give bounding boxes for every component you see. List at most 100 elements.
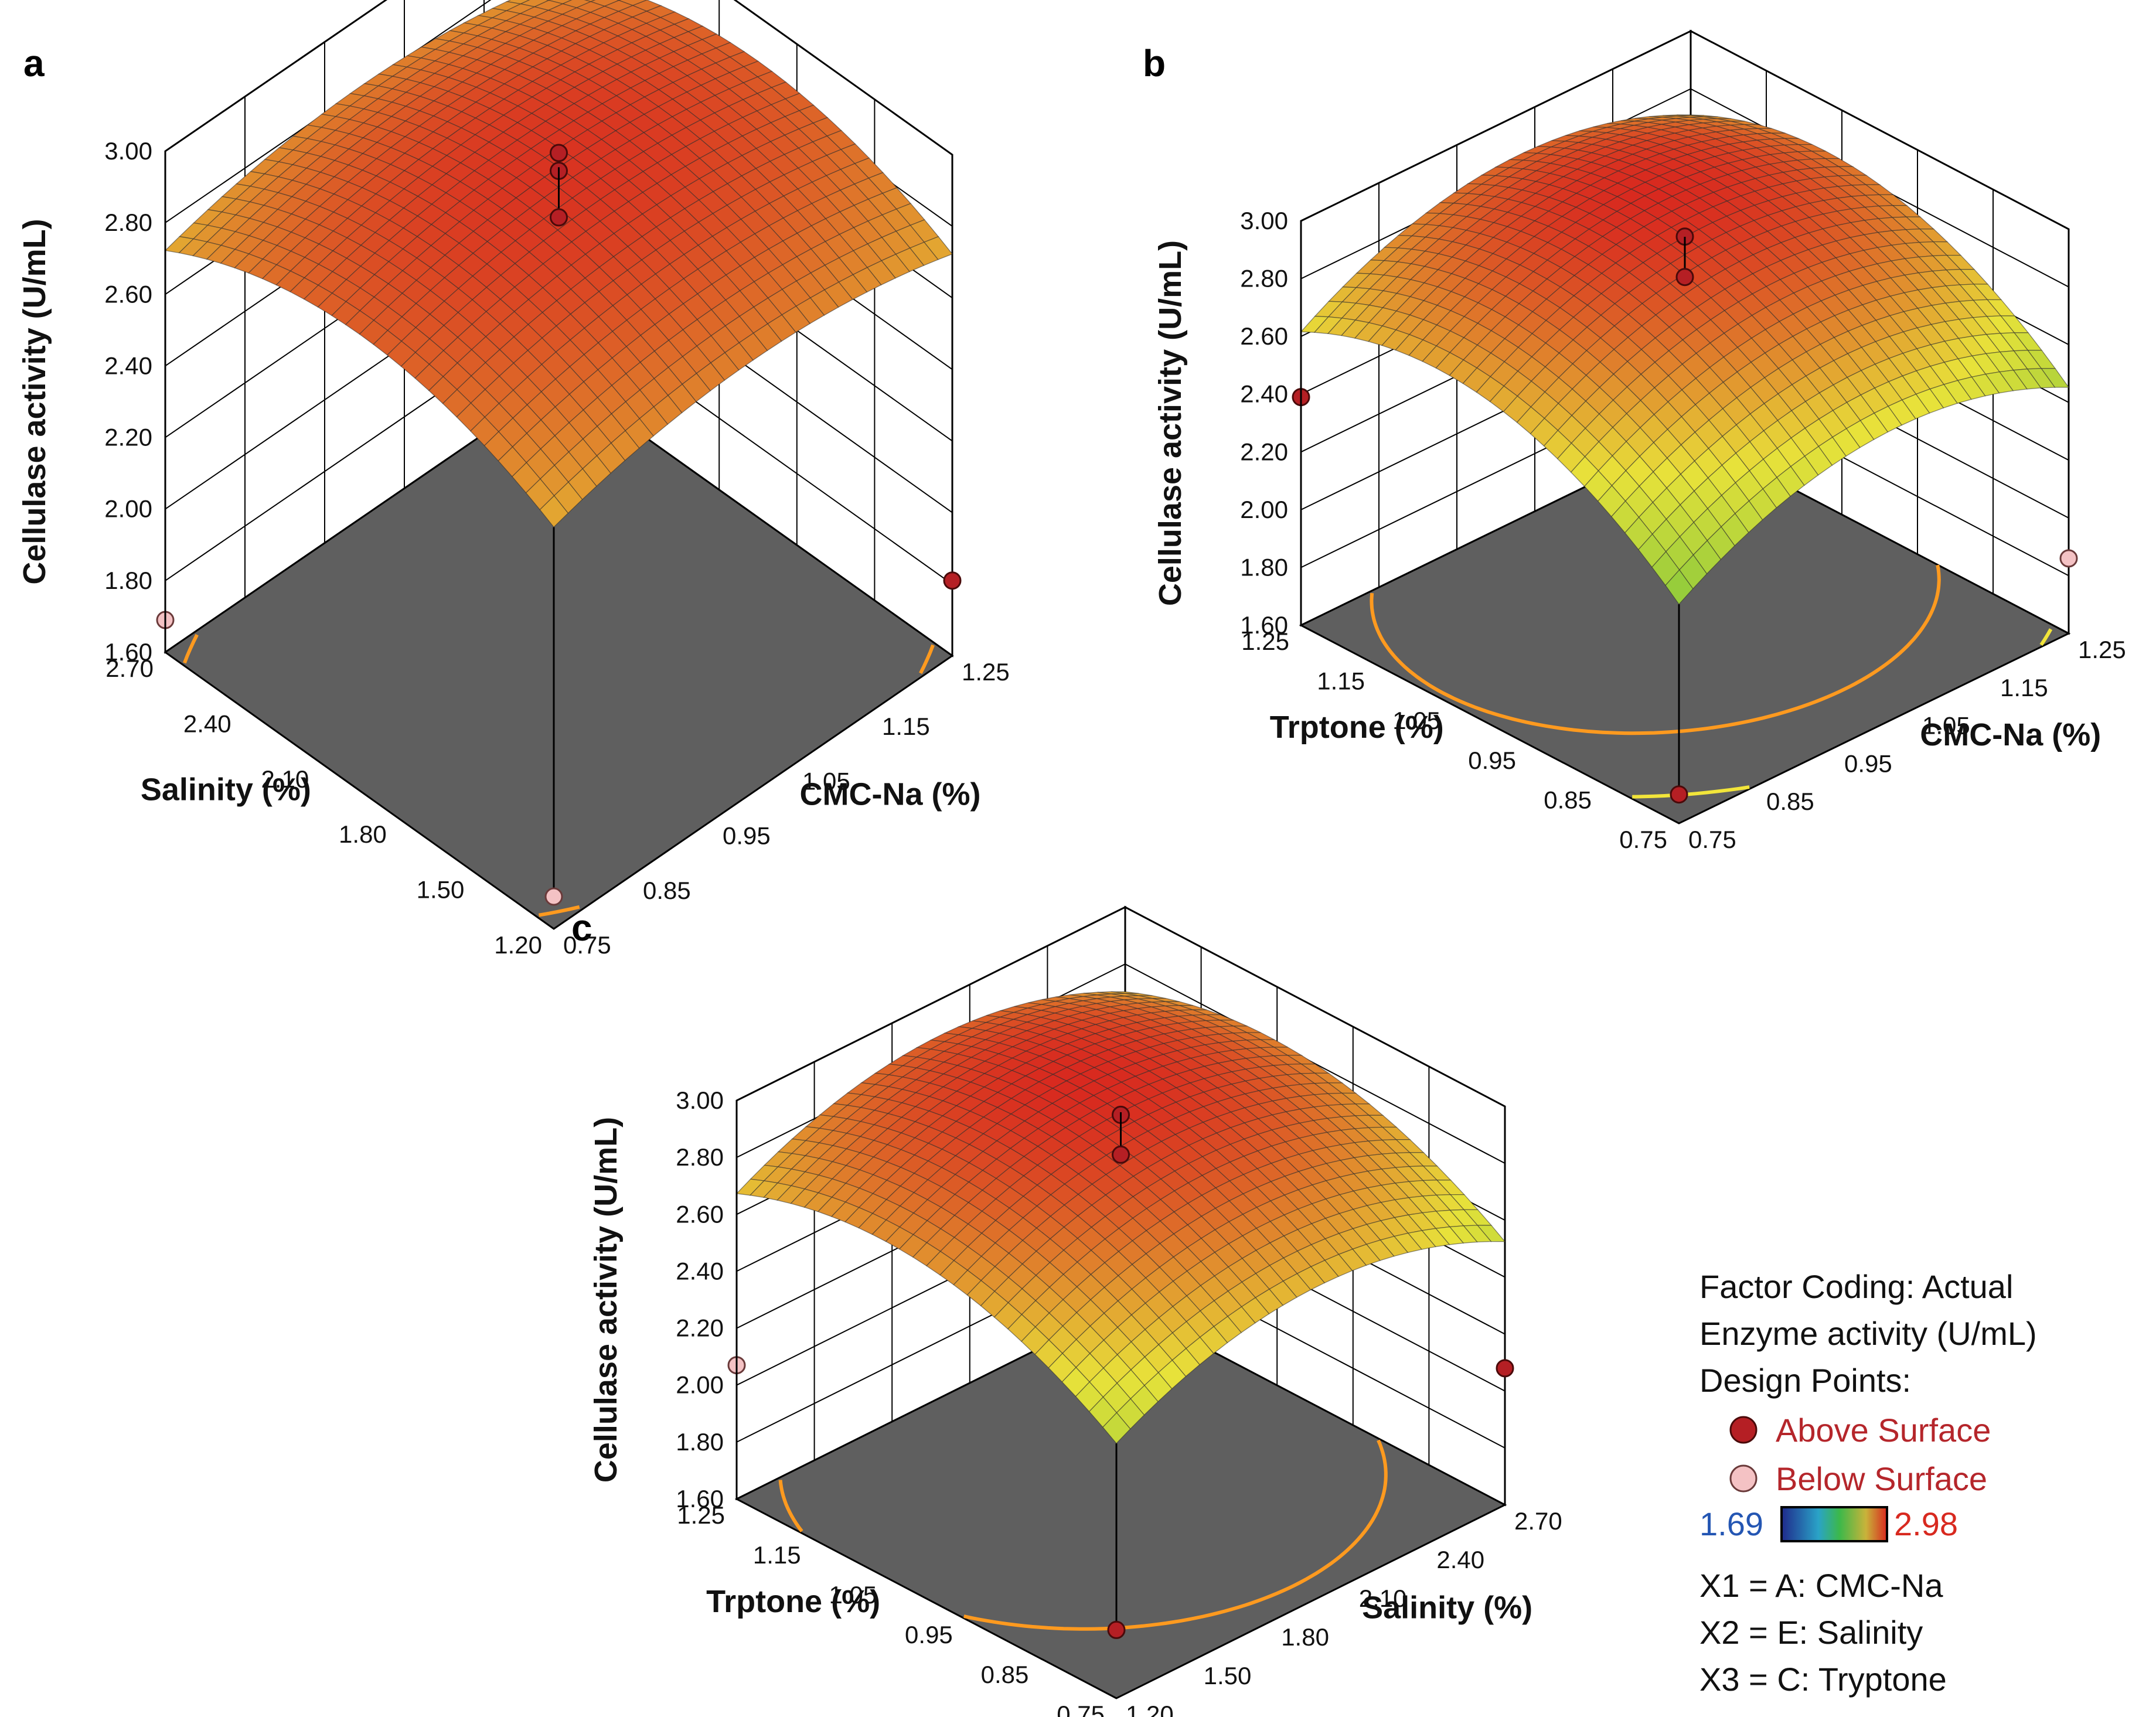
design-point-above (1107, 1620, 1126, 1639)
z-tick-label: 1.60 (104, 638, 152, 666)
y-tick-label: 2.40 (1436, 1546, 1484, 1573)
design-point-above (1675, 268, 1694, 287)
x-tick-label: 1.05 (829, 1581, 877, 1609)
panel-letter-b: b (1143, 42, 1166, 84)
y-tick-label: 1.20 (1126, 1701, 1174, 1717)
response-surface (735, 991, 1506, 1445)
z-tick-label: 2.60 (1240, 322, 1288, 350)
contour-line (538, 905, 580, 917)
z-tick-label: 2.20 (1240, 438, 1288, 465)
x-tick-label: 0.75 (1619, 826, 1667, 853)
x-tick-label: 0.85 (981, 1661, 1029, 1688)
legend-x3: X3 = C: Tryptone (1699, 1661, 1947, 1698)
y-tick-label: 0.75 (1688, 826, 1736, 853)
legend-design-points: Design Points: (1699, 1362, 1911, 1399)
z-tick-label: 2.60 (104, 280, 152, 308)
x-tick-label: 1.15 (753, 1541, 801, 1569)
response-surface (1300, 114, 2070, 605)
legend-x2: X2 = E: Salinity (1699, 1614, 1923, 1651)
z-axis-title: Cellulase activity (U/mL) (1153, 240, 1188, 606)
surface-plot-a: 1.60 1.80 2.00 2.20 2.40 2.60 2.80 3.00 Cellulas… (17, 0, 1010, 959)
z-tick-label: 2.00 (1240, 496, 1288, 523)
z-tick-label: 1.80 (676, 1428, 724, 1456)
y-tick-label: 1.25 (962, 658, 1010, 686)
y-tick-label: 1.50 (1204, 1662, 1252, 1689)
z-tick-label: 3.00 (676, 1086, 724, 1114)
z-tick-label: 2.40 (104, 352, 152, 379)
x-tick-label: 0.75 (1057, 1701, 1105, 1717)
x-tick-label: 0.95 (1468, 747, 1516, 774)
z-tick-label: 2.60 (676, 1200, 724, 1228)
legend-factor-coding: Factor Coding: Actual (1699, 1268, 2013, 1305)
contour-line (919, 644, 935, 674)
z-tick-label: 3.00 (104, 137, 152, 165)
contour-line (778, 1480, 803, 1532)
design-point-above (943, 571, 962, 590)
surface-plot-c: 1.60 1.80 2.00 2.20 2.40 2.60 2.80 3.00 Cellulas… (588, 905, 1562, 1717)
x-axis-title: Trptone (%) (706, 1584, 880, 1619)
x-tick-label: 1.05 (1392, 707, 1440, 734)
z-tick-label: 1.60 (1240, 611, 1288, 639)
y-tick-label: 0.95 (723, 822, 771, 850)
y-tick-label: 0.85 (643, 877, 691, 904)
contour-line (963, 1439, 1388, 1631)
y-axis-title: CMC-Na (%) (800, 777, 981, 812)
x-tick-label: 1.50 (417, 876, 465, 904)
legend-below-marker (1729, 1464, 1758, 1493)
surface-plot-b: 1.60 1.80 2.00 2.20 2.40 2.60 2.80 3.00 Cellulas… (1153, 29, 2126, 853)
design-point-below (2059, 549, 2078, 568)
z-axis-title: Cellulase activity (U/mL) (17, 219, 52, 584)
design-point-above (550, 144, 568, 162)
y-axis-title: CMC-Na (%) (1920, 717, 2101, 752)
y-tick-label: 1.05 (1922, 712, 1970, 740)
z-tick-label: 2.80 (676, 1143, 724, 1171)
z-tick-label: 2.20 (676, 1314, 724, 1342)
design-point-above (1112, 1145, 1130, 1164)
legend-above-marker (1729, 1416, 1758, 1444)
x-tick-label: 2.10 (261, 765, 309, 793)
legend-x1: X1 = A: CMC-Na (1699, 1567, 1943, 1604)
y-tick-label: 0.95 (1844, 750, 1892, 777)
y-tick-label: 2.10 (1359, 1585, 1407, 1612)
z-tick-label: 2.40 (676, 1257, 724, 1285)
legend-color-bar (1780, 1506, 1888, 1542)
z-tick-label: 3.00 (1240, 207, 1288, 234)
x-tick-label: 0.85 (1544, 786, 1592, 813)
y-tick-label: 1.25 (2078, 636, 2126, 663)
legend-min-value: 1.69 (1699, 1505, 1763, 1542)
surface-cell (539, 495, 569, 528)
legend-response: Enzyme activity (U/mL) (1699, 1315, 2037, 1352)
z-tick-label: 1.80 (104, 567, 152, 594)
y-tick-label: 1.15 (882, 713, 930, 740)
y-tick-label: 1.05 (802, 767, 850, 795)
y-axis-title: Salinity (%) (1362, 1590, 1532, 1626)
design-point-below (544, 887, 563, 906)
contour-line (2039, 628, 2053, 646)
x-tick-label: 0.95 (905, 1621, 953, 1648)
surface-cell (1665, 569, 1694, 605)
z-tick-label: 2.40 (1240, 380, 1288, 408)
x-tick-label: 1.15 (1317, 667, 1365, 695)
surface-cell (1102, 1412, 1131, 1445)
x-tick-label: 1.25 (1241, 628, 1289, 655)
legend: Factor Coding: Actual Enzyme activity (U… (1699, 1268, 2037, 1698)
y-tick-label: 0.85 (1766, 788, 1814, 815)
design-point-above (1496, 1359, 1514, 1378)
z-tick-label: 2.80 (104, 209, 152, 236)
z-tick-label: 2.80 (1240, 265, 1288, 292)
x-axis-title: Salinity (%) (141, 772, 311, 807)
y-tick-label: 1.15 (2000, 674, 2048, 701)
panel-letter-a: a (23, 42, 45, 84)
legend-below-label: Below Surface (1776, 1460, 1987, 1497)
z-tick-label: 2.00 (676, 1371, 724, 1399)
z-tick-label: 1.80 (1240, 553, 1288, 581)
x-tick-label: 1.80 (339, 820, 387, 848)
y-tick-label: 0.75 (563, 931, 611, 959)
z-tick-label: 2.20 (104, 424, 152, 451)
design-point-above (1670, 785, 1688, 804)
z-gridline (165, 0, 953, 155)
x-tick-label: 1.20 (494, 931, 542, 959)
x-tick-label: 1.25 (677, 1501, 725, 1529)
z-axis-title: Cellulase activity (U/mL) (588, 1117, 624, 1483)
design-point-above (550, 208, 568, 227)
